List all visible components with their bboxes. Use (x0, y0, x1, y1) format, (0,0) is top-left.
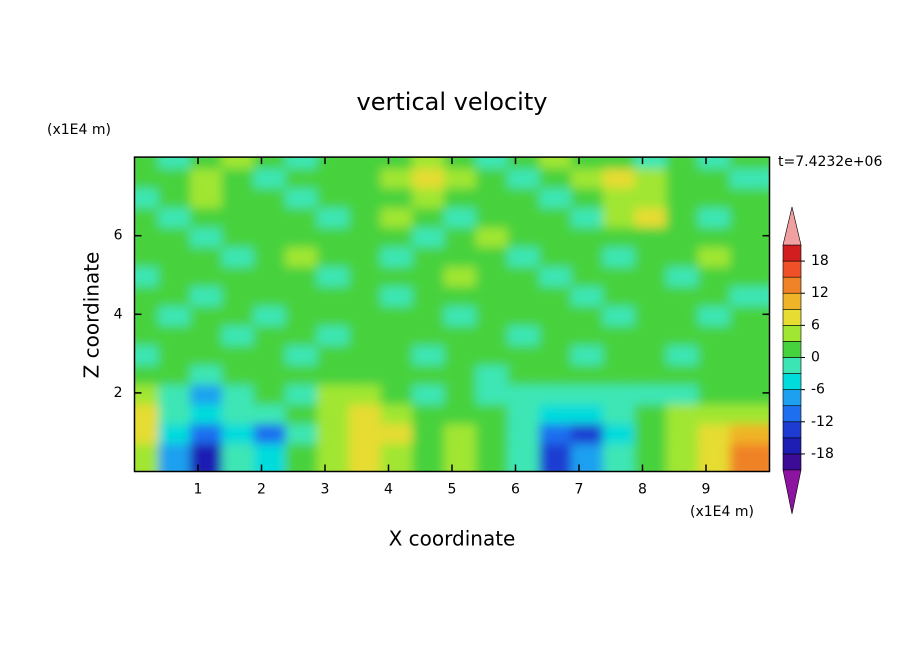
x-tick-label: 7 (575, 482, 584, 498)
x-axis-label: X coordinate (389, 527, 516, 551)
x-tick-label: 6 (511, 482, 520, 498)
colorbar-tick-label: -6 (811, 382, 825, 398)
colorbar-band (782, 308, 802, 326)
colorbar-tick-label: -12 (811, 414, 834, 430)
x-tick-label: 1 (194, 482, 203, 498)
x-tick-label: 5 (448, 482, 457, 498)
colorbar-band (782, 437, 802, 455)
x-unit-label: (x1E4 m) (690, 504, 754, 520)
colorbar-band (782, 260, 802, 278)
x-tick-label: 3 (321, 482, 330, 498)
colorbar-band (782, 373, 802, 390)
x-tick-label: 9 (702, 482, 711, 498)
y-tick-label: 4 (114, 306, 123, 322)
colorbar-under (782, 469, 802, 515)
colorbar-band (782, 405, 802, 423)
x-tick-label: 8 (638, 482, 647, 498)
colorbar-band (782, 421, 802, 439)
x-tick-label: 4 (384, 482, 393, 498)
y-unit-label: (x1E4 m) (47, 122, 111, 138)
cells (134, 157, 770, 472)
chart-title: vertical velocity (357, 88, 548, 116)
colorbar-band (782, 357, 802, 374)
colorbar-band (782, 325, 802, 342)
colorbar-tick-label: 6 (811, 317, 820, 333)
x-tick-label: 2 (257, 482, 266, 498)
colorbar-tick-label: 12 (811, 285, 829, 301)
annotation: t=7.4232e+06 (778, 154, 882, 170)
colorbar-tick-label: -18 (811, 446, 834, 462)
colorbar-band (782, 276, 802, 294)
field (134, 157, 770, 472)
y-tick-label: 6 (114, 228, 123, 244)
y-tick-label: 2 (114, 385, 123, 401)
field-cell (729, 443, 770, 472)
colorbar-band (782, 389, 802, 407)
colorbar-tick-label: 18 (811, 253, 829, 269)
y-axis-label: Z coordinate (80, 252, 104, 379)
colorbar-band (782, 453, 802, 471)
colorbar-band (782, 341, 802, 358)
colorbar-over (782, 206, 802, 246)
colorbar-band (782, 292, 802, 310)
colorbar-band (782, 244, 802, 262)
colorbar-tick-label: 0 (811, 350, 820, 366)
